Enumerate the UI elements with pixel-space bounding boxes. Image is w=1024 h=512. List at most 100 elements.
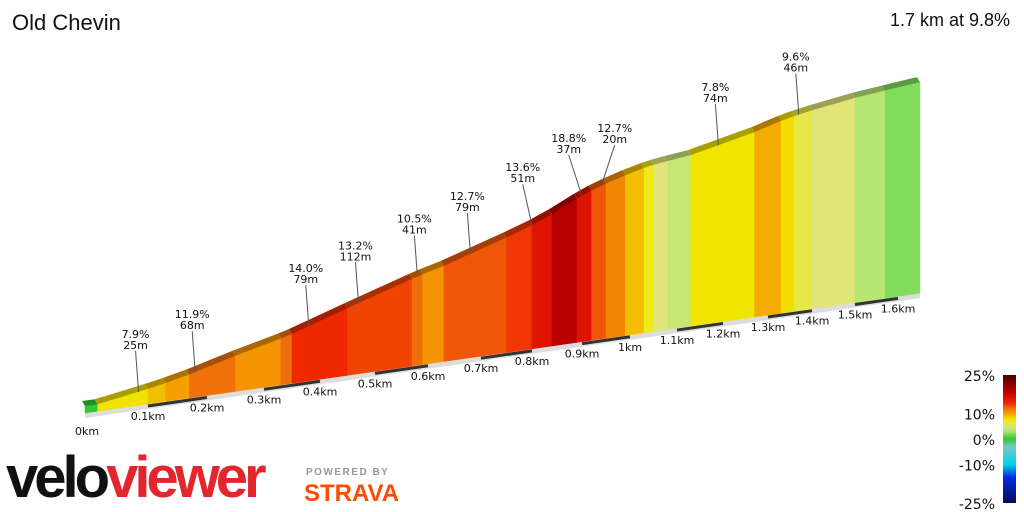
segment-top-face [852, 85, 886, 98]
annotation-length: 37m [556, 143, 581, 156]
gradient-segment [605, 174, 626, 339]
distance-bar [147, 396, 208, 408]
gradient-segment [280, 333, 293, 386]
segment-top-face [622, 162, 645, 176]
segment-top-face [94, 383, 148, 405]
segment-top-face [549, 193, 577, 215]
segment-top-face [409, 269, 423, 279]
gradient-segment [854, 90, 886, 303]
x-tick-label: 0.6km [411, 370, 446, 383]
segment-top-face [440, 232, 507, 266]
x-tick-label: 1km [618, 341, 642, 354]
distance-bar [581, 335, 631, 346]
segment-top-face [603, 170, 626, 184]
distance-bar [480, 349, 533, 360]
legend-label: 0% [973, 433, 995, 449]
x-tick-label: 1.4km [795, 315, 830, 328]
strava-logo: STRAVA [304, 480, 400, 507]
gradient-legend-bar [1003, 375, 1016, 503]
x-tick-label: 0.2km [190, 401, 225, 414]
segment-top-face [277, 328, 292, 339]
gradient-segment [551, 198, 578, 347]
annotation-gradient: 13.6% [505, 161, 540, 174]
gradient-segment [884, 81, 921, 299]
segment-top-face [162, 369, 190, 383]
gradient-segment [780, 115, 795, 314]
x-tick-label: 0.3km [247, 393, 282, 406]
segment-top-face [344, 273, 413, 309]
gradient-segment [422, 265, 445, 365]
x-tick-label: 1.6km [881, 302, 916, 315]
annotation-gradient: 11.9% [175, 308, 210, 321]
segment-top-face [751, 115, 782, 133]
annotation-leader [714, 104, 719, 146]
x-tick-label: 0km [75, 425, 99, 438]
annotation-gradient: 7.8% [701, 81, 729, 94]
gradient-segment [411, 273, 423, 367]
annotation-length: 41m [402, 224, 427, 237]
legend-label: -25% [959, 497, 995, 512]
annotation-gradient: 14.0% [288, 262, 323, 275]
legend-label: 25% [964, 369, 995, 385]
segment-top-face [529, 209, 552, 226]
annotation-leader [522, 184, 533, 226]
annotation-gradient: 18.8% [551, 132, 586, 145]
annotation-gradient: 12.7% [450, 190, 485, 203]
annotation-length: 79m [293, 273, 318, 286]
segment-top-face [186, 350, 236, 375]
x-tick-label: 1.1km [660, 334, 695, 347]
gradient-segment [531, 213, 553, 350]
gradient-segment [754, 120, 782, 318]
gradient-segment [794, 110, 813, 312]
logo-velo: velo [6, 445, 110, 510]
segment-top-face [882, 77, 920, 91]
segment-top-face [809, 92, 855, 111]
segment-top-face [650, 155, 668, 165]
annotation-leader [795, 73, 800, 115]
x-tick-label: 0.7km [464, 362, 499, 375]
segment-top-face [791, 105, 812, 116]
gradient-segment [653, 160, 668, 332]
distance-bar [374, 364, 429, 375]
annotation-gradient: 7.9% [122, 328, 150, 341]
gradient-segment [643, 164, 654, 334]
annotation-leader [355, 262, 359, 304]
annotation-leader [305, 285, 310, 327]
distance-bar [263, 379, 321, 391]
annotation-length: 51m [510, 172, 535, 185]
gradient-segment [506, 224, 533, 353]
segment-top-face [664, 150, 691, 161]
annotation-leader [135, 350, 140, 392]
segment-top-face [778, 110, 795, 121]
x-tick-label: 0.5km [358, 377, 393, 390]
x-tick-label: 0.4km [303, 385, 338, 398]
segment-top-face [503, 220, 532, 238]
x-tick-label: 0.8km [515, 355, 550, 368]
annotation-gradient: 13.2% [338, 239, 373, 252]
gradient-segment [667, 154, 692, 330]
annotation-gradient: 12.7% [597, 122, 632, 135]
annotation-leader [568, 154, 583, 197]
segment-title: Old Chevin [12, 10, 121, 35]
x-tick-label: 0.1km [131, 410, 166, 423]
annotation-leader [600, 144, 616, 187]
x-tick-label: 0.9km [565, 348, 600, 361]
segment-top-face [419, 260, 444, 275]
segment-top-face [588, 178, 606, 191]
x-tick-label: 1.5km [838, 309, 873, 322]
annotation-gradient: 9.6% [782, 51, 810, 64]
annotation-length: 20m [602, 133, 627, 146]
gradient-segment [690, 131, 755, 327]
legend-label: -10% [959, 459, 995, 475]
gradient-segment [591, 183, 607, 341]
gradient-segment [576, 190, 592, 343]
distance-bar [854, 296, 899, 306]
annotation-length: 68m [180, 319, 205, 332]
annotation-length: 46m [783, 62, 808, 75]
gradient-segment [811, 97, 856, 309]
annotation-leader [191, 331, 196, 373]
annotation-length: 112m [340, 250, 372, 263]
segment-top-face [687, 127, 755, 156]
